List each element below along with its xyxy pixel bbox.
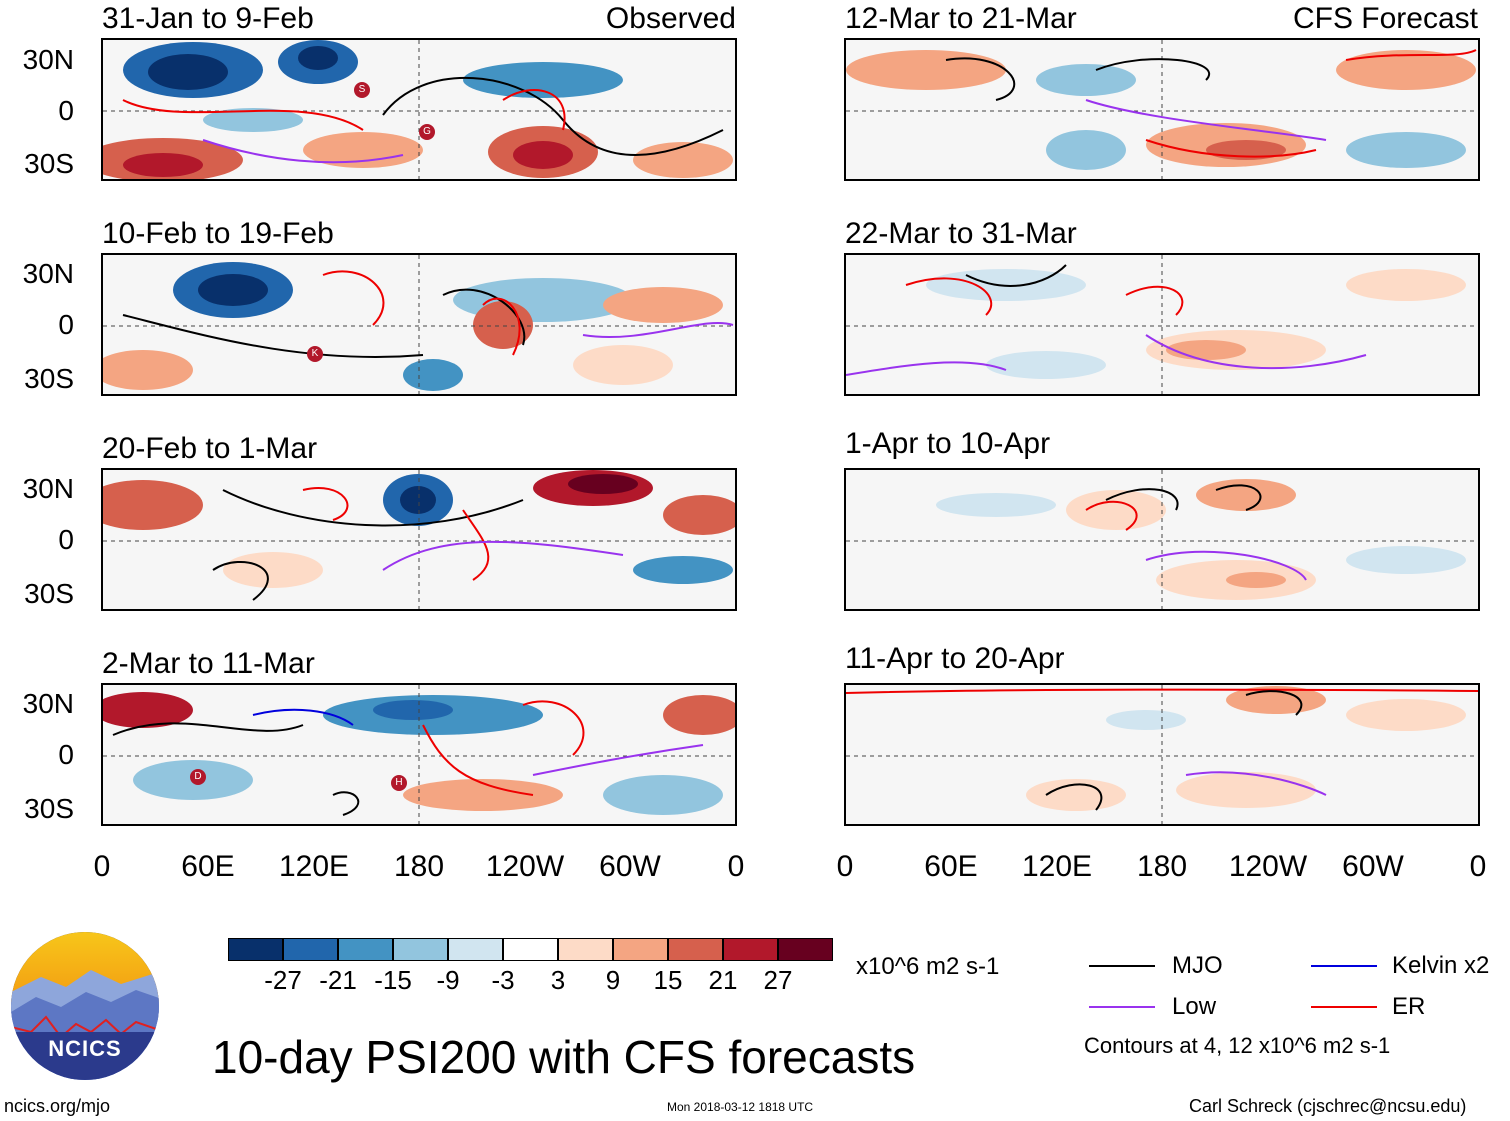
panel-title-5: 12-Mar to 21-Mar	[845, 2, 1077, 35]
ylab-30n-2: 30N	[22, 258, 74, 289]
colorbar-swatch-4	[393, 938, 448, 961]
ylab-30n-4: 30N	[22, 688, 74, 719]
ylab-30s-1: 30S	[24, 148, 74, 179]
colorbar-tick-8: 15	[653, 965, 683, 995]
page-title: 10-day PSI200 with CFS forecasts	[212, 1031, 916, 1083]
storm-marker-k: K	[307, 346, 323, 362]
ylab-0-3: 0	[58, 524, 74, 555]
legend-line-kelvin	[1311, 965, 1377, 967]
map-panel-forecast-3	[844, 468, 1480, 611]
colorbar-swatch-8	[613, 938, 668, 961]
xlab-right-60w: 60W	[1342, 850, 1404, 883]
panel-title-2: 10-Feb to 19-Feb	[102, 217, 334, 250]
colorbar-tick-3: -15	[374, 965, 412, 995]
legend-line-er	[1311, 1006, 1377, 1008]
xlab-left-60w: 60W	[599, 850, 661, 883]
xlab-left-60e: 60E	[181, 850, 235, 883]
ncics-logo: NCICS	[11, 932, 159, 1080]
colorbar-swatch-3	[338, 938, 393, 961]
colorbar-tick-2: -21	[319, 965, 357, 995]
map-panel-observed-4	[101, 683, 737, 826]
legend-label-low: Low	[1172, 993, 1217, 1020]
colorbar-swatch-7	[558, 938, 613, 961]
colorbar	[228, 938, 833, 961]
map-panel-observed-1	[101, 38, 737, 181]
map-panel-forecast-4	[844, 683, 1480, 826]
xlab-left-120e: 120E	[278, 850, 350, 883]
ylab-0-1: 0	[58, 95, 74, 126]
ylab-30s-2: 30S	[24, 363, 74, 394]
panel-title-3: 20-Feb to 1-Mar	[102, 432, 318, 465]
ylab-0-4: 0	[58, 739, 74, 770]
map-panel-forecast-1	[844, 38, 1480, 181]
footer-credit: Carl Schreck (cjschrec@ncsu.edu)	[1189, 1096, 1467, 1116]
legend-line-mjo	[1089, 965, 1155, 967]
colorbar-tick-1: -27	[264, 965, 302, 995]
footer-timestamp: Mon 2018-03-12 1818 UTC	[667, 1100, 814, 1114]
storm-marker-h: H	[391, 775, 407, 791]
colorbar-tick-5: -3	[491, 965, 515, 995]
panel-title-8: 11-Apr to 20-Apr	[845, 642, 1065, 675]
colorbar-tick-10: 27	[763, 965, 793, 995]
xlab-left-0-end: 0	[727, 850, 745, 883]
colorbar-units: x10^6 m2 s-1	[856, 953, 1000, 980]
observed-label: Observed	[605, 2, 736, 35]
colorbar-swatch-1	[228, 938, 283, 961]
legend-line-low	[1089, 1006, 1155, 1008]
colorbar-swatch-5	[448, 938, 503, 961]
xlab-left-120w: 120W	[485, 850, 565, 883]
storm-marker-g: G	[419, 124, 435, 140]
xlab-right-180: 180	[1136, 850, 1188, 883]
colorbar-tick-9: 21	[708, 965, 738, 995]
ylab-30n-3: 30N	[22, 473, 74, 504]
xlab-right-60e: 60E	[924, 850, 978, 883]
xlab-right-120w: 120W	[1228, 850, 1308, 883]
ylab-30n-1: 30N	[22, 44, 74, 75]
colorbar-swatch-10	[723, 938, 778, 961]
panel-title-4: 2-Mar to 11-Mar	[102, 647, 315, 680]
panel-title-6: 22-Mar to 31-Mar	[845, 217, 1077, 250]
colorbar-tick-7: 9	[605, 965, 621, 995]
logo-text: NCICS	[48, 1036, 122, 1061]
colorbar-swatch-2	[283, 938, 338, 961]
forecast-label: CFS Forecast	[1292, 2, 1478, 35]
ylab-30s-3: 30S	[24, 578, 74, 609]
xlab-right-0: 0	[836, 850, 854, 883]
legend-label-er: ER	[1392, 993, 1426, 1020]
xlab-left-180: 180	[393, 850, 445, 883]
map-panel-observed-2	[101, 253, 737, 396]
contours-note: Contours at 4, 12 x10^6 m2 s-1	[1084, 1033, 1391, 1058]
colorbar-tick-6: 3	[550, 965, 566, 995]
xlab-right-0-end: 0	[1469, 850, 1487, 883]
map-panel-observed-3	[101, 468, 737, 611]
colorbar-swatch-9	[668, 938, 723, 961]
storm-marker-s: S	[354, 82, 370, 98]
panel-title-1: 31-Jan to 9-Feb	[102, 2, 314, 35]
footer-url[interactable]: ncics.org/mjo	[4, 1096, 111, 1116]
colorbar-tick-4: -9	[436, 965, 460, 995]
xlab-left-0: 0	[93, 850, 111, 883]
xlab-right-120e: 120E	[1021, 850, 1093, 883]
ylab-0-2: 0	[58, 309, 74, 340]
legend-label-mjo: MJO	[1172, 952, 1223, 979]
panel-title-7: 1-Apr to 10-Apr	[845, 427, 1051, 460]
map-panel-forecast-2	[844, 253, 1480, 396]
ylab-30s-4: 30S	[24, 793, 74, 824]
colorbar-swatch-11	[778, 938, 833, 961]
storm-marker-d: D	[190, 769, 206, 785]
legend-label-kelvin: Kelvin x2	[1392, 952, 1490, 979]
colorbar-swatch-6	[503, 938, 558, 961]
